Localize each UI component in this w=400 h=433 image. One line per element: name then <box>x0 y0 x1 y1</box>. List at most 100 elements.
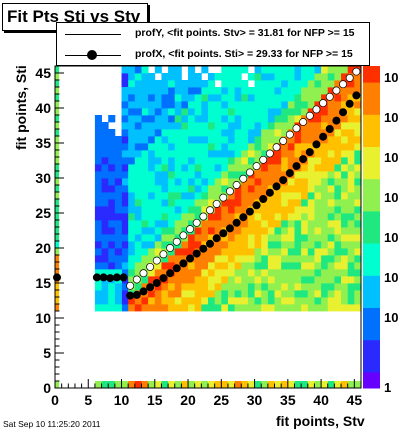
heatmap-cell <box>181 143 189 151</box>
heatmap-cell <box>154 94 162 102</box>
profx-marker <box>232 218 241 227</box>
heatmap-cell <box>234 73 242 81</box>
heatmap-cell <box>94 171 102 179</box>
heatmap-cell <box>134 171 142 179</box>
heatmap-cell <box>321 381 329 389</box>
heatmap-cell <box>294 94 302 102</box>
heatmap-cell <box>267 66 275 74</box>
heatmap-cell <box>281 143 289 151</box>
heatmap-cell <box>294 276 302 284</box>
profy-marker <box>325 92 334 101</box>
heatmap-cell <box>274 122 282 130</box>
heatmap-cell <box>334 73 342 81</box>
profy-marker <box>219 193 228 202</box>
heatmap-cell <box>347 381 355 389</box>
heatmap-cell <box>241 297 249 305</box>
heatmap-cell <box>281 66 289 74</box>
heatmap-cell <box>347 220 355 228</box>
heatmap-cell <box>201 157 209 165</box>
heatmap-cell <box>314 192 322 200</box>
heatmap-cell <box>194 129 202 137</box>
heatmap-cell <box>334 122 342 130</box>
profx-marker <box>192 249 201 258</box>
heatmap-cell <box>208 255 216 263</box>
heatmap-cell <box>181 192 189 200</box>
heatmap-cell <box>221 283 229 291</box>
heatmap-cell <box>168 213 176 221</box>
heatmap-cell <box>108 206 116 214</box>
profy-marker <box>332 86 341 95</box>
heatmap-cell <box>347 136 355 144</box>
heatmap-cell <box>168 185 176 193</box>
heatmap-cell <box>168 262 176 270</box>
heatmap-cell <box>221 276 229 284</box>
heatmap-cell <box>314 262 322 270</box>
heatmap-cell <box>148 73 156 81</box>
heatmap-cell <box>281 171 289 179</box>
heatmap-cell <box>281 213 289 221</box>
heatmap-cell <box>294 157 302 165</box>
heatmap-cell <box>321 150 329 158</box>
heatmap-cell <box>174 157 182 165</box>
heatmap-cell <box>274 80 282 88</box>
heatmap-cell <box>174 80 182 88</box>
heatmap-cell <box>314 164 322 172</box>
heatmap-cell <box>281 129 289 137</box>
heatmap-cell <box>181 248 189 256</box>
heatmap-cell <box>161 297 169 305</box>
profx-marker <box>205 239 214 248</box>
heatmap-cell <box>254 129 262 137</box>
y-axis-title: fit points, Sti <box>13 65 29 150</box>
heatmap-cell <box>321 192 329 200</box>
heatmap-cell <box>108 220 116 228</box>
heatmap-cell <box>287 150 295 158</box>
heatmap-cell <box>321 297 329 305</box>
heatmap-cell <box>274 206 282 214</box>
heatmap-cell <box>267 220 275 228</box>
heatmap-cell <box>134 227 142 235</box>
heatmap-cell <box>227 178 236 186</box>
heatmap-cell <box>181 199 189 207</box>
heatmap-cell <box>194 108 202 116</box>
heatmap-cell <box>114 283 122 291</box>
heatmap-cell <box>174 290 182 298</box>
heatmap-cell <box>334 108 342 116</box>
z-scale-segment <box>363 170 380 180</box>
heatmap-cell <box>214 157 222 165</box>
heatmap-cell <box>327 241 335 249</box>
heatmap-cell <box>181 136 189 144</box>
heatmap-cell <box>327 101 335 109</box>
heatmap-cell <box>247 297 255 305</box>
heatmap-cell <box>181 220 189 228</box>
heatmap-cell <box>208 115 216 123</box>
profx-marker <box>146 283 155 292</box>
heatmap-cell <box>341 255 349 263</box>
heatmap-cell <box>141 262 149 270</box>
heatmap-cell <box>294 269 302 277</box>
profy-marker <box>206 206 214 215</box>
heatmap-cell <box>347 297 355 305</box>
heatmap-cell <box>194 101 202 109</box>
heatmap-cell <box>254 213 262 221</box>
heatmap-cell <box>287 290 295 298</box>
heatmap-cell <box>307 108 315 116</box>
heatmap-cell <box>181 164 189 172</box>
profx-marker <box>126 291 135 300</box>
heatmap-cell <box>181 122 189 130</box>
heatmap-cell <box>168 227 176 235</box>
z-scale-segment <box>363 291 380 300</box>
heatmap-cell <box>354 248 362 256</box>
heatmap-cell <box>154 283 162 291</box>
heatmap-cell <box>141 87 149 95</box>
heatmap-cell <box>327 290 335 298</box>
heatmap-cell <box>254 157 262 165</box>
heatmap-cell <box>134 115 142 123</box>
heatmap-cell <box>181 290 189 298</box>
heatmap-cell <box>327 143 335 151</box>
heatmap-cell <box>307 129 315 137</box>
heatmap-cell <box>55 150 60 158</box>
heatmap-cell <box>294 129 302 137</box>
heatmap-cell <box>227 381 236 389</box>
heatmap-cell <box>234 234 242 242</box>
heatmap-cell <box>301 164 309 172</box>
